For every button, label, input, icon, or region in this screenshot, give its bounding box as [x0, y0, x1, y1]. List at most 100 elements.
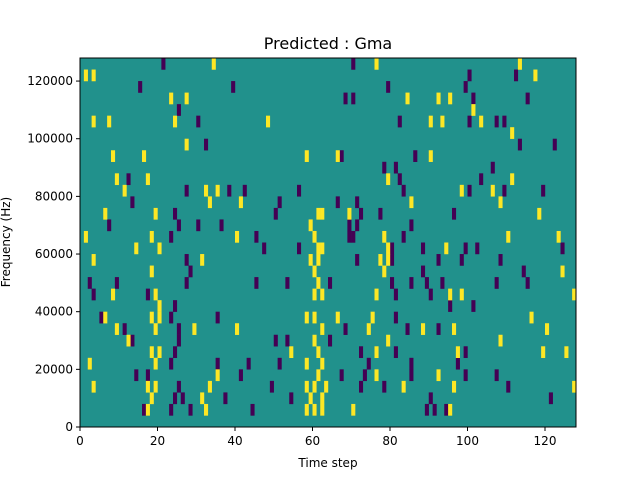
heatmap-cell-low	[409, 357, 414, 370]
x-tick-label: 100	[456, 434, 479, 448]
heatmap-cell-high	[324, 380, 329, 393]
heatmap-cell-high	[374, 58, 379, 70]
heatmap-cell-high	[421, 323, 426, 335]
heatmap-cell-high	[335, 311, 340, 324]
heatmap-cell-low	[347, 219, 352, 232]
heatmap-cell-high	[448, 403, 453, 416]
heatmap-cell-high	[378, 254, 383, 266]
heatmap-cell-high	[304, 403, 309, 416]
heatmap-cell-low	[351, 58, 356, 70]
heatmap-cell-high	[149, 311, 154, 324]
heatmap-cell-high	[308, 392, 313, 405]
heatmap-cell-high	[320, 392, 325, 405]
heatmap-cell-high	[149, 392, 154, 405]
heatmap-cell-low	[471, 92, 476, 105]
heatmap-cell-low	[390, 254, 395, 266]
heatmap-cell-high	[316, 242, 321, 255]
heatmap-cell-high	[111, 288, 116, 301]
heatmap-cell-high	[200, 392, 205, 405]
y-axis-label: Frequency (Hz)	[0, 197, 13, 288]
heatmap-cell-low	[413, 150, 418, 162]
heatmap-cell-high	[211, 58, 216, 70]
heatmap-cell-low	[490, 161, 495, 174]
heatmap-cell-low	[277, 196, 282, 209]
heatmap-cell-low	[169, 311, 174, 324]
heatmap-cell-high	[455, 346, 460, 359]
heatmap-cell-high	[386, 334, 391, 347]
heatmap-cell-high	[436, 369, 441, 382]
heatmap-cell-high	[545, 323, 550, 335]
heatmap-cell-low	[455, 357, 460, 370]
heatmap-cell-high	[409, 196, 414, 209]
heatmap-cell-low	[436, 254, 441, 266]
heatmap-cell-high	[320, 207, 325, 220]
heatmap-cell-high	[215, 369, 220, 382]
heatmap-cell-low	[479, 173, 484, 186]
heatmap-cell-high	[366, 323, 371, 335]
y-tick-label: 60000	[35, 247, 73, 261]
heatmap-cell-high	[83, 230, 88, 243]
heatmap-cell-high	[266, 115, 271, 128]
chart-title: Predicted : Gma	[264, 34, 392, 53]
heatmap-cell-low	[246, 357, 251, 370]
heatmap-cell-low	[502, 115, 507, 128]
heatmap-cell-low	[452, 207, 457, 220]
heatmap-cell-low	[184, 254, 189, 266]
heatmap-cell-low	[424, 277, 429, 289]
heatmap-cell-low	[471, 300, 476, 312]
heatmap-cell-low	[463, 81, 468, 93]
heatmap-cell-low	[107, 219, 112, 232]
heatmap-cell-low	[424, 403, 429, 416]
heatmap-cell-low	[355, 219, 360, 232]
heatmap-cell-low	[494, 115, 499, 128]
heatmap-cell-low	[180, 392, 185, 405]
heatmap-cell-low	[428, 288, 433, 301]
heatmap-cell-high	[541, 346, 546, 359]
heatmap-cell-low	[176, 380, 181, 393]
heatmap-cell-high	[153, 323, 158, 335]
heatmap-cell-low	[173, 300, 178, 312]
heatmap-cell-high	[304, 357, 309, 370]
heatmap-cell-high	[308, 254, 313, 266]
heatmap-cell-high	[308, 219, 313, 232]
heatmap-cell-high	[192, 323, 197, 335]
heatmap-cell-high	[316, 277, 321, 289]
heatmap-cell-low	[397, 173, 402, 186]
heatmap-cell-low	[130, 196, 135, 209]
heatmap-cell-high	[114, 323, 119, 335]
heatmap-cell-low	[339, 150, 344, 162]
heatmap-cell-low	[359, 346, 364, 359]
heatmap-cell-low	[269, 380, 274, 393]
heatmap-cell-high	[471, 104, 476, 116]
heatmap-cell-high	[215, 184, 220, 197]
y-axis: 0 20000 40000 60000 80000 100000 120000	[27, 74, 80, 434]
heatmap-cell-high	[386, 254, 391, 266]
heatmap-cell-high	[304, 311, 309, 324]
heatmap-cell-high	[452, 323, 457, 335]
heatmap-cell-high	[107, 115, 112, 128]
heatmap-cell-low	[421, 242, 426, 255]
heatmap-cell-low	[343, 92, 348, 105]
heatmap-cell-high	[533, 69, 538, 82]
heatmap-cell-low	[560, 242, 565, 255]
heatmap-cell-high	[142, 150, 147, 162]
heatmap-cell-high	[238, 196, 243, 209]
heatmap-cell-high	[122, 184, 127, 197]
heatmap-cell-high	[498, 334, 503, 347]
x-axis: 0 20 40 60 80 100 120	[76, 427, 556, 448]
heatmap-cell-high	[320, 357, 325, 370]
heatmap-background	[80, 58, 576, 427]
heatmap-cell-low	[297, 184, 302, 197]
heatmap-cell-low	[169, 230, 174, 243]
heatmap-cell-high	[448, 92, 453, 105]
heatmap-cell-high	[91, 254, 96, 266]
heatmap-cell-low	[196, 219, 201, 232]
heatmap-cell-low	[176, 334, 181, 347]
heatmap-cell-high	[510, 173, 515, 186]
heatmap-cell-low	[289, 392, 294, 405]
heatmap-cell-low	[145, 369, 150, 382]
heatmap-cell-low	[552, 138, 557, 151]
heatmap-cell-high	[320, 323, 325, 335]
heatmap-cell-low	[173, 207, 178, 220]
heatmap-cell-high	[382, 265, 387, 278]
